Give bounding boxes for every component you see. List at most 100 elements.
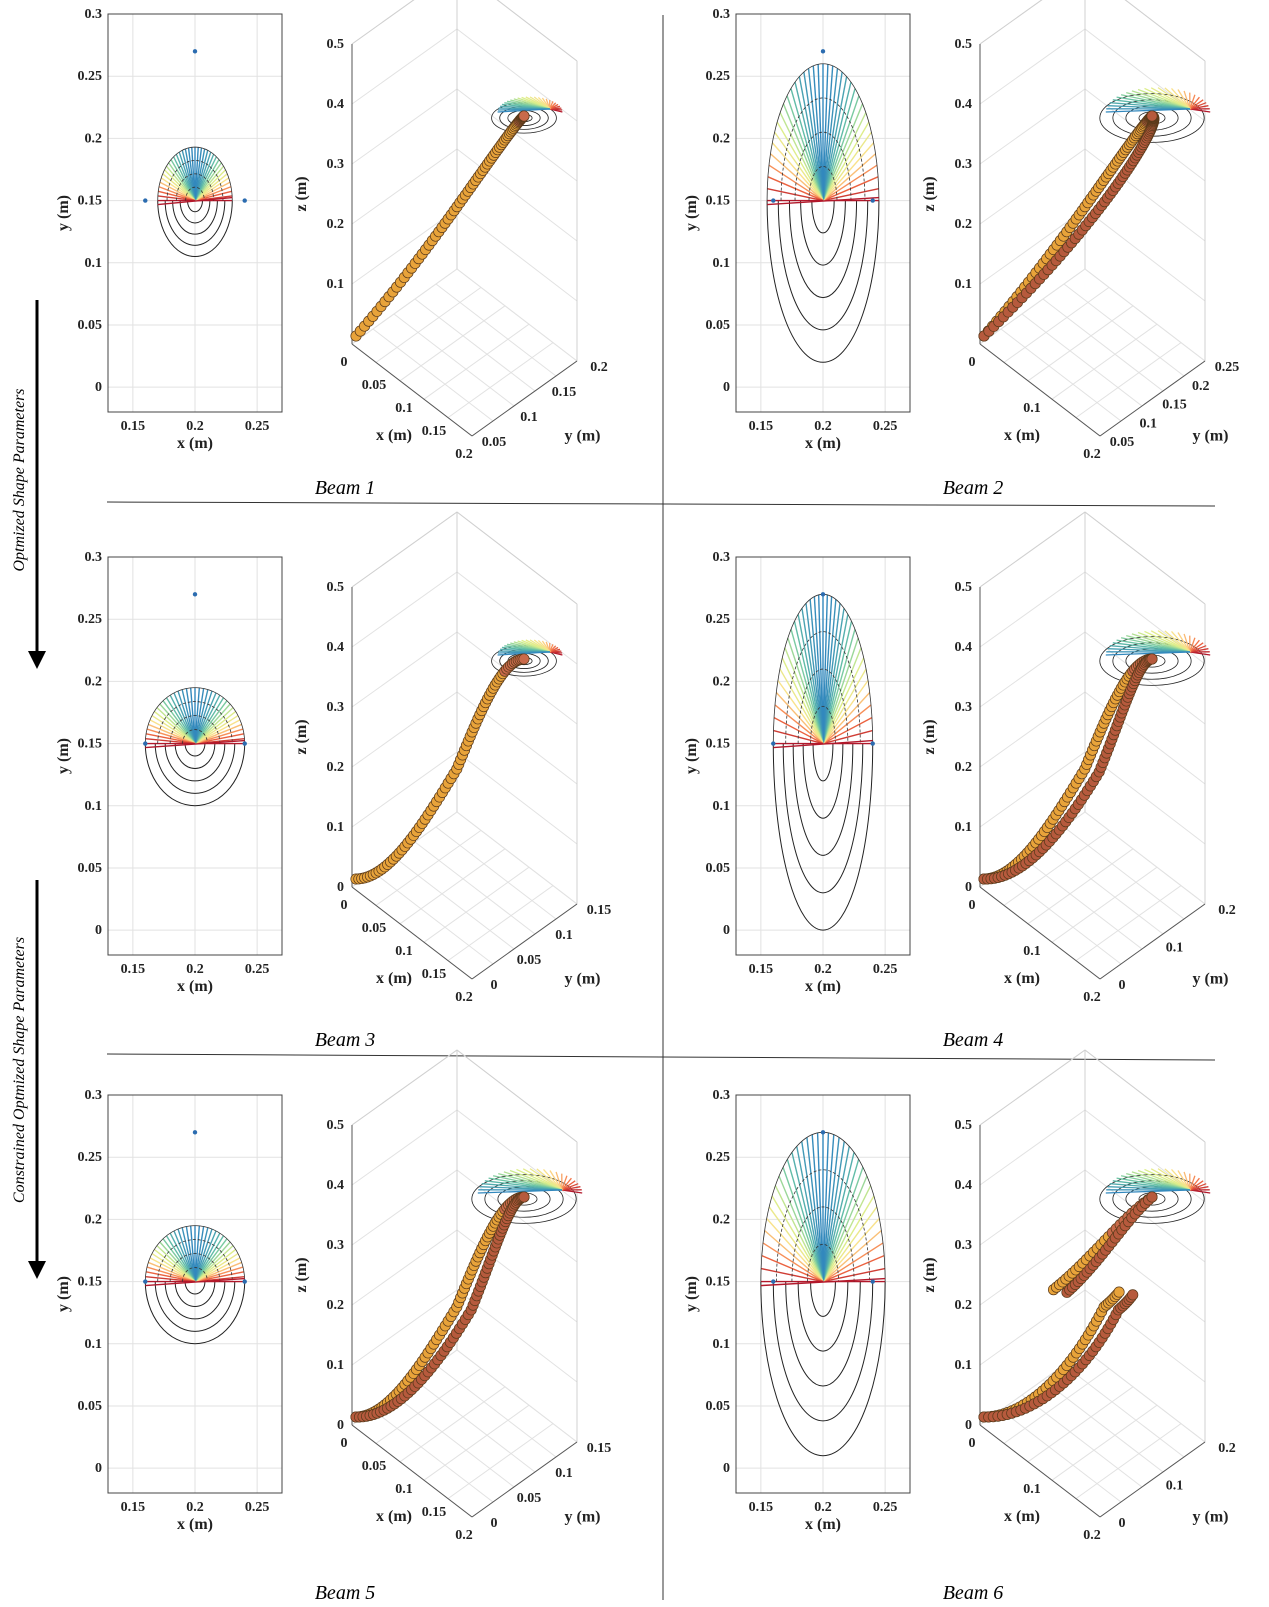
upper-ring [807,1243,839,1282]
y-tick-label: 0.05 [78,1399,103,1414]
z-tick-label: 0.2 [327,1298,345,1313]
fan-ray [822,65,834,201]
fan-ray [822,1175,868,1282]
x-axis-label: x (m) [376,970,412,987]
y-tick-label: 0.15 [706,737,731,752]
x-axis-label: x (m) [805,435,841,452]
x-tick-label: 0.15 [749,962,774,977]
tip-ray [1189,642,1204,653]
x-tick-label: 0.2 [814,1500,832,1515]
y-tick-label: 0 [723,1461,730,1476]
z-tick-label: 0 [965,1418,972,1433]
x-tick-label: 0 [341,1436,348,1451]
fan-ray [822,1141,845,1282]
contour-ring [797,1281,849,1352]
z-tick-label: 0.5 [327,580,345,595]
beam3d-panel-5: 0 0.1 0.2 0.3 0.4 0.5 z (m) 0 0.05 0.1 0.15 0.2 x (m… [293,1049,611,1543]
fan-ray [774,1185,824,1282]
x-tick-label: 0.2 [186,1500,204,1515]
fan-ray [786,95,824,201]
fan-ray [194,1261,242,1283]
floor-grid [1063,1364,1185,1458]
contour-ring [164,200,226,246]
x-axis [351,886,473,980]
x-tick-label: 0.15 [121,962,146,977]
contour-ring [154,1281,236,1332]
y-axis [1099,903,1206,980]
x-tick-label: 0.1 [1023,401,1041,416]
z-axis-label: z (m) [293,176,310,211]
floor-grid [1021,1394,1143,1488]
contour-ring [164,743,226,782]
fan-ray [822,1195,875,1282]
z-tick-label: 0.1 [955,1358,973,1373]
x-tick-label: 0.15 [422,967,447,982]
wall-edge [351,0,415,45]
z-tick-label: 0.1 [955,820,973,835]
contour-panel-6: 0.15 0.2 0.25 0 0.05 0.1 0.15 0.2 0.25 0.3 x (m) y … [683,1088,911,1533]
floor-grid [375,1367,482,1444]
upper-ring [785,631,861,744]
y-tick-label: 0.05 [1110,435,1135,450]
x-axis-label: x (m) [805,978,841,995]
y-tick-label: 0.1 [85,256,103,271]
y-tick-label: 0 [1119,978,1126,993]
fan-ray [822,668,867,744]
y-axis-label: y (m) [1193,1509,1229,1526]
floor-grid [1042,841,1164,935]
floor-grid [1000,328,1122,422]
contour-ring [164,1281,226,1320]
fan-ray [194,714,239,745]
z-tick-label: 0.1 [955,277,973,292]
wall-grid [979,751,1206,845]
floor-grid [399,305,506,382]
data-point [192,1130,198,1135]
floor-grid [414,298,536,392]
y-axis-label: y (m) [565,1509,601,1526]
floor-grid [372,328,494,422]
y-tick-label: 0.1 [85,799,103,814]
panels-layer: 0.15 0.2 0.25 0 0.05 0.1 0.15 0.2 0.25 0.3 x (m) y … [55,0,1239,1543]
x-tick-label: 0.25 [873,1500,898,1515]
beam-disk [518,1191,530,1203]
floor-grid [1003,286,1110,363]
x-tick-label: 0.25 [245,1500,270,1515]
y-tick-label: 0 [491,978,498,993]
beam3d-panel-3: 0 0.1 0.2 0.3 0.4 0.5 z (m) 0 0.05 0.1 0.15 0.2 x (m… [293,511,611,1005]
fan-ray [194,1245,234,1283]
y-tick-label: 0.1 [520,410,538,425]
y-tick-label: 0.05 [706,318,731,333]
fan-ray [148,723,196,745]
y-tick-label: 0.05 [78,318,103,333]
tip-ray [1183,633,1191,653]
tip-ray [1105,1189,1190,1194]
x-axis-label: x (m) [805,1516,841,1533]
z-tick-label: 0.3 [327,157,345,172]
y-tick-label: 0.1 [1166,941,1184,956]
upper-ring [780,98,866,201]
y-axis-label: y (m) [55,738,72,774]
tip-ray [1189,1175,1196,1191]
contour-ring [174,743,216,769]
x-tick-label: 0.1 [1023,1482,1041,1497]
wall-grid [979,0,1206,62]
floor-grid [399,848,506,925]
contour-panel-1: 0.15 0.2 0.25 0 0.05 0.1 0.15 0.2 0.25 0.3 x (m) y … [55,7,283,452]
contour-ring [785,1281,861,1387]
upper-ring [766,63,880,201]
beam-label-5: Beam 5 [315,1582,376,1604]
y-tick-label: 0.3 [713,7,731,22]
contour-ring [788,200,858,298]
fan-ray [822,1132,830,1282]
data-point [242,741,247,746]
x-tick-label: 0.1 [1023,944,1041,959]
fan-ray [784,647,824,744]
y-tick-label: 0 [1119,1516,1126,1531]
floor-grid [447,885,554,962]
x-tick-label: 0.1 [395,401,413,416]
data-point [192,49,198,54]
fan-ray [181,1227,196,1282]
floor-grid [1027,305,1134,382]
beam-label-2: Beam 2 [943,477,1004,499]
wall-edge [456,511,578,605]
